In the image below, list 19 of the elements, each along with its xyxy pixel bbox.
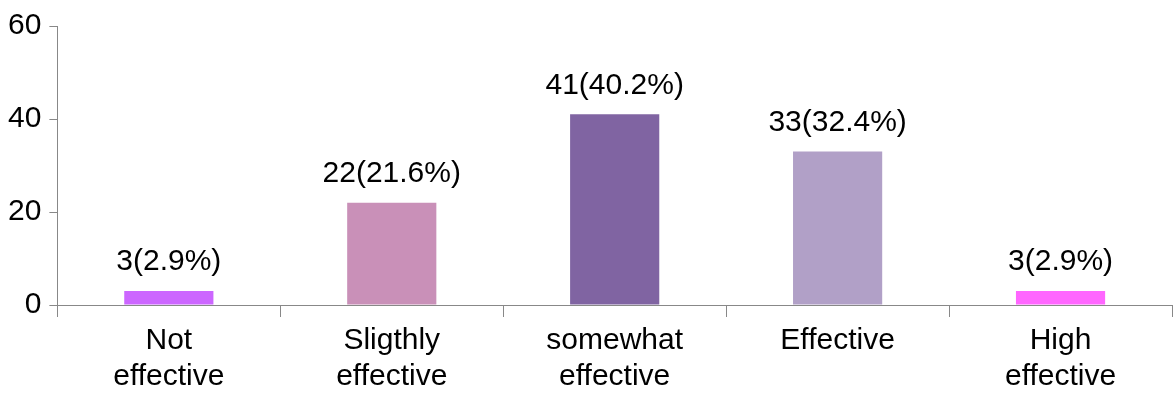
bar xyxy=(1015,291,1106,305)
y-tick-label: 0 xyxy=(24,286,42,320)
y-tick-label: 20 xyxy=(7,193,42,227)
data-label: 33(32.4%) xyxy=(768,103,907,137)
y-tick-label: 40 xyxy=(7,100,42,134)
y-tick-label: 60 xyxy=(7,7,42,41)
x-tick-label: High effective xyxy=(1004,322,1117,392)
x-tick-label: Effective xyxy=(780,322,895,356)
bar xyxy=(793,151,883,305)
bar xyxy=(570,114,660,305)
x-tick-label: somewhat effective xyxy=(546,322,684,392)
x-tick-label: Sligthly effective xyxy=(336,322,448,392)
bar xyxy=(347,202,437,305)
data-label: 3(2.9%) xyxy=(1008,243,1114,277)
data-label: 41(40.2%) xyxy=(545,66,684,100)
data-label: 3(2.9%) xyxy=(116,243,222,277)
data-label: 22(21.6%) xyxy=(322,154,461,188)
bar xyxy=(124,291,214,305)
x-tick-label: Not effective xyxy=(113,322,225,392)
